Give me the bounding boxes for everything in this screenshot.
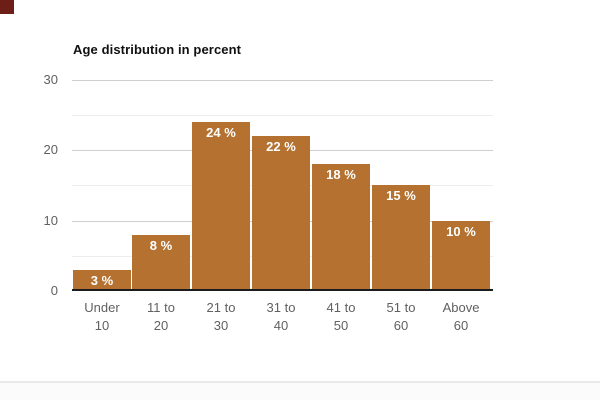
- x-tick-label-line: 41 to: [326, 300, 356, 315]
- gridline: [72, 115, 493, 116]
- x-tick-label: 21 to 30: [191, 299, 251, 335]
- bar[interactable]: 8 %: [132, 235, 190, 291]
- x-tick-label-line: 11 to: [147, 300, 175, 315]
- bar-value-label: 18 %: [326, 167, 356, 182]
- bar-value-label: 10 %: [446, 224, 476, 239]
- bar-value-label: 22 %: [266, 139, 296, 154]
- gridline: [72, 80, 493, 81]
- y-tick-label: 10: [43, 213, 58, 228]
- bar[interactable]: 3 %: [73, 270, 131, 291]
- x-tick-label-line: 31 to: [266, 300, 296, 315]
- x-tick-label: Under 10: [72, 299, 132, 335]
- x-tick-label: 31 to 40: [251, 299, 311, 335]
- x-tick-label-line: 40: [273, 318, 289, 333]
- footer-divider: [0, 381, 600, 383]
- x-tick-label-line: 60: [453, 318, 469, 333]
- x-tick-label-line: 51 to: [386, 300, 416, 315]
- bar-value-label: 15 %: [386, 188, 416, 203]
- x-tick-label-line: Above: [442, 300, 480, 315]
- bar-value-label: 24 %: [206, 125, 236, 140]
- x-axis-line: [72, 289, 493, 291]
- x-tick-label-line: Under: [84, 300, 120, 315]
- x-tick-label: 51 to 60: [371, 299, 431, 335]
- y-tick-label: 20: [43, 142, 58, 157]
- bar[interactable]: 18 %: [312, 164, 370, 291]
- bar[interactable]: 22 %: [252, 136, 310, 291]
- bar[interactable]: 24 %: [192, 122, 250, 291]
- chart-title: Age distribution in percent: [73, 42, 242, 57]
- x-tick-label-line: 21 to: [206, 300, 236, 315]
- x-tick-label-line: 30: [213, 318, 229, 333]
- x-tick-label: 11 to 20: [131, 299, 191, 335]
- y-tick-label: 0: [50, 283, 58, 298]
- corner-mark: [0, 0, 14, 14]
- bar-value-label: 8 %: [149, 238, 173, 253]
- x-tick-label-line: 10: [94, 318, 110, 333]
- footer-area: [0, 383, 600, 400]
- x-tick-label-line: 20: [153, 318, 169, 333]
- bar[interactable]: 10 %: [432, 221, 490, 291]
- x-tick-label: 41 to 50: [311, 299, 371, 335]
- bar[interactable]: 15 %: [372, 185, 430, 291]
- x-tick-label: Above 60: [431, 299, 491, 335]
- y-tick-label: 30: [43, 72, 58, 87]
- x-tick-label-line: 60: [393, 318, 409, 333]
- x-tick-label-line: 50: [333, 318, 349, 333]
- bar-value-label: 3 %: [90, 273, 114, 288]
